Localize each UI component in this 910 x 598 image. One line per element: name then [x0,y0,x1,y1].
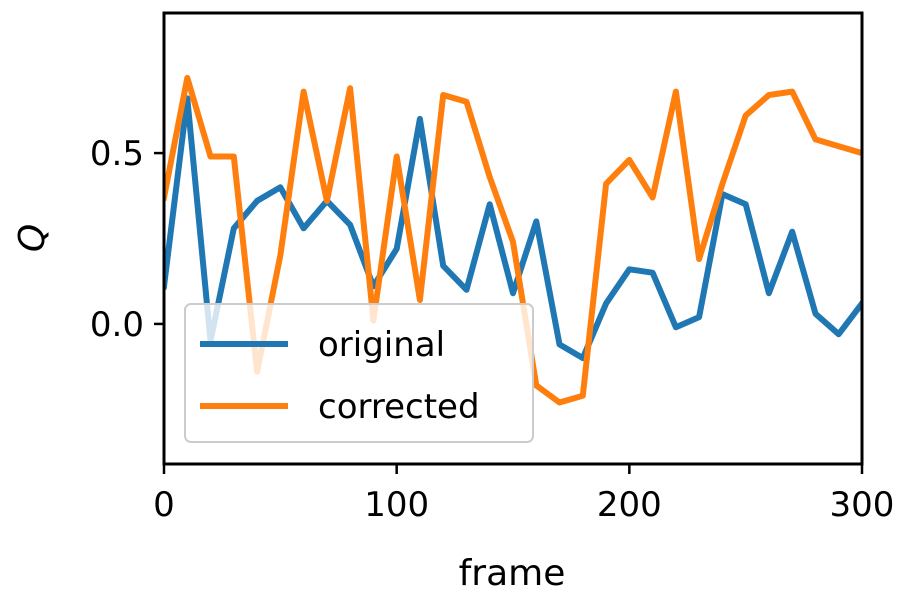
legend-label-corrected: corrected [318,387,480,427]
x-tick-label: 300 [830,485,895,525]
y-tick-label: 0.5 [90,134,144,174]
ticks: 0 100 200 300 0.0 0.5 [90,134,895,525]
x-tick-label: 0 [153,485,175,525]
legend-label-original: original [318,325,445,365]
y-axis-label: Q [12,224,53,252]
series-line-original [164,95,862,362]
x-axis-label: frame [459,553,566,594]
x-tick-label: 200 [597,485,662,525]
series-lines [164,74,862,406]
plot-frame [162,11,864,466]
x-tick-label: 100 [364,485,429,525]
y-tick-label: 0.0 [90,305,144,345]
legend: original corrected [184,303,534,443]
series-line-corrected [164,74,862,406]
axes [162,11,864,466]
